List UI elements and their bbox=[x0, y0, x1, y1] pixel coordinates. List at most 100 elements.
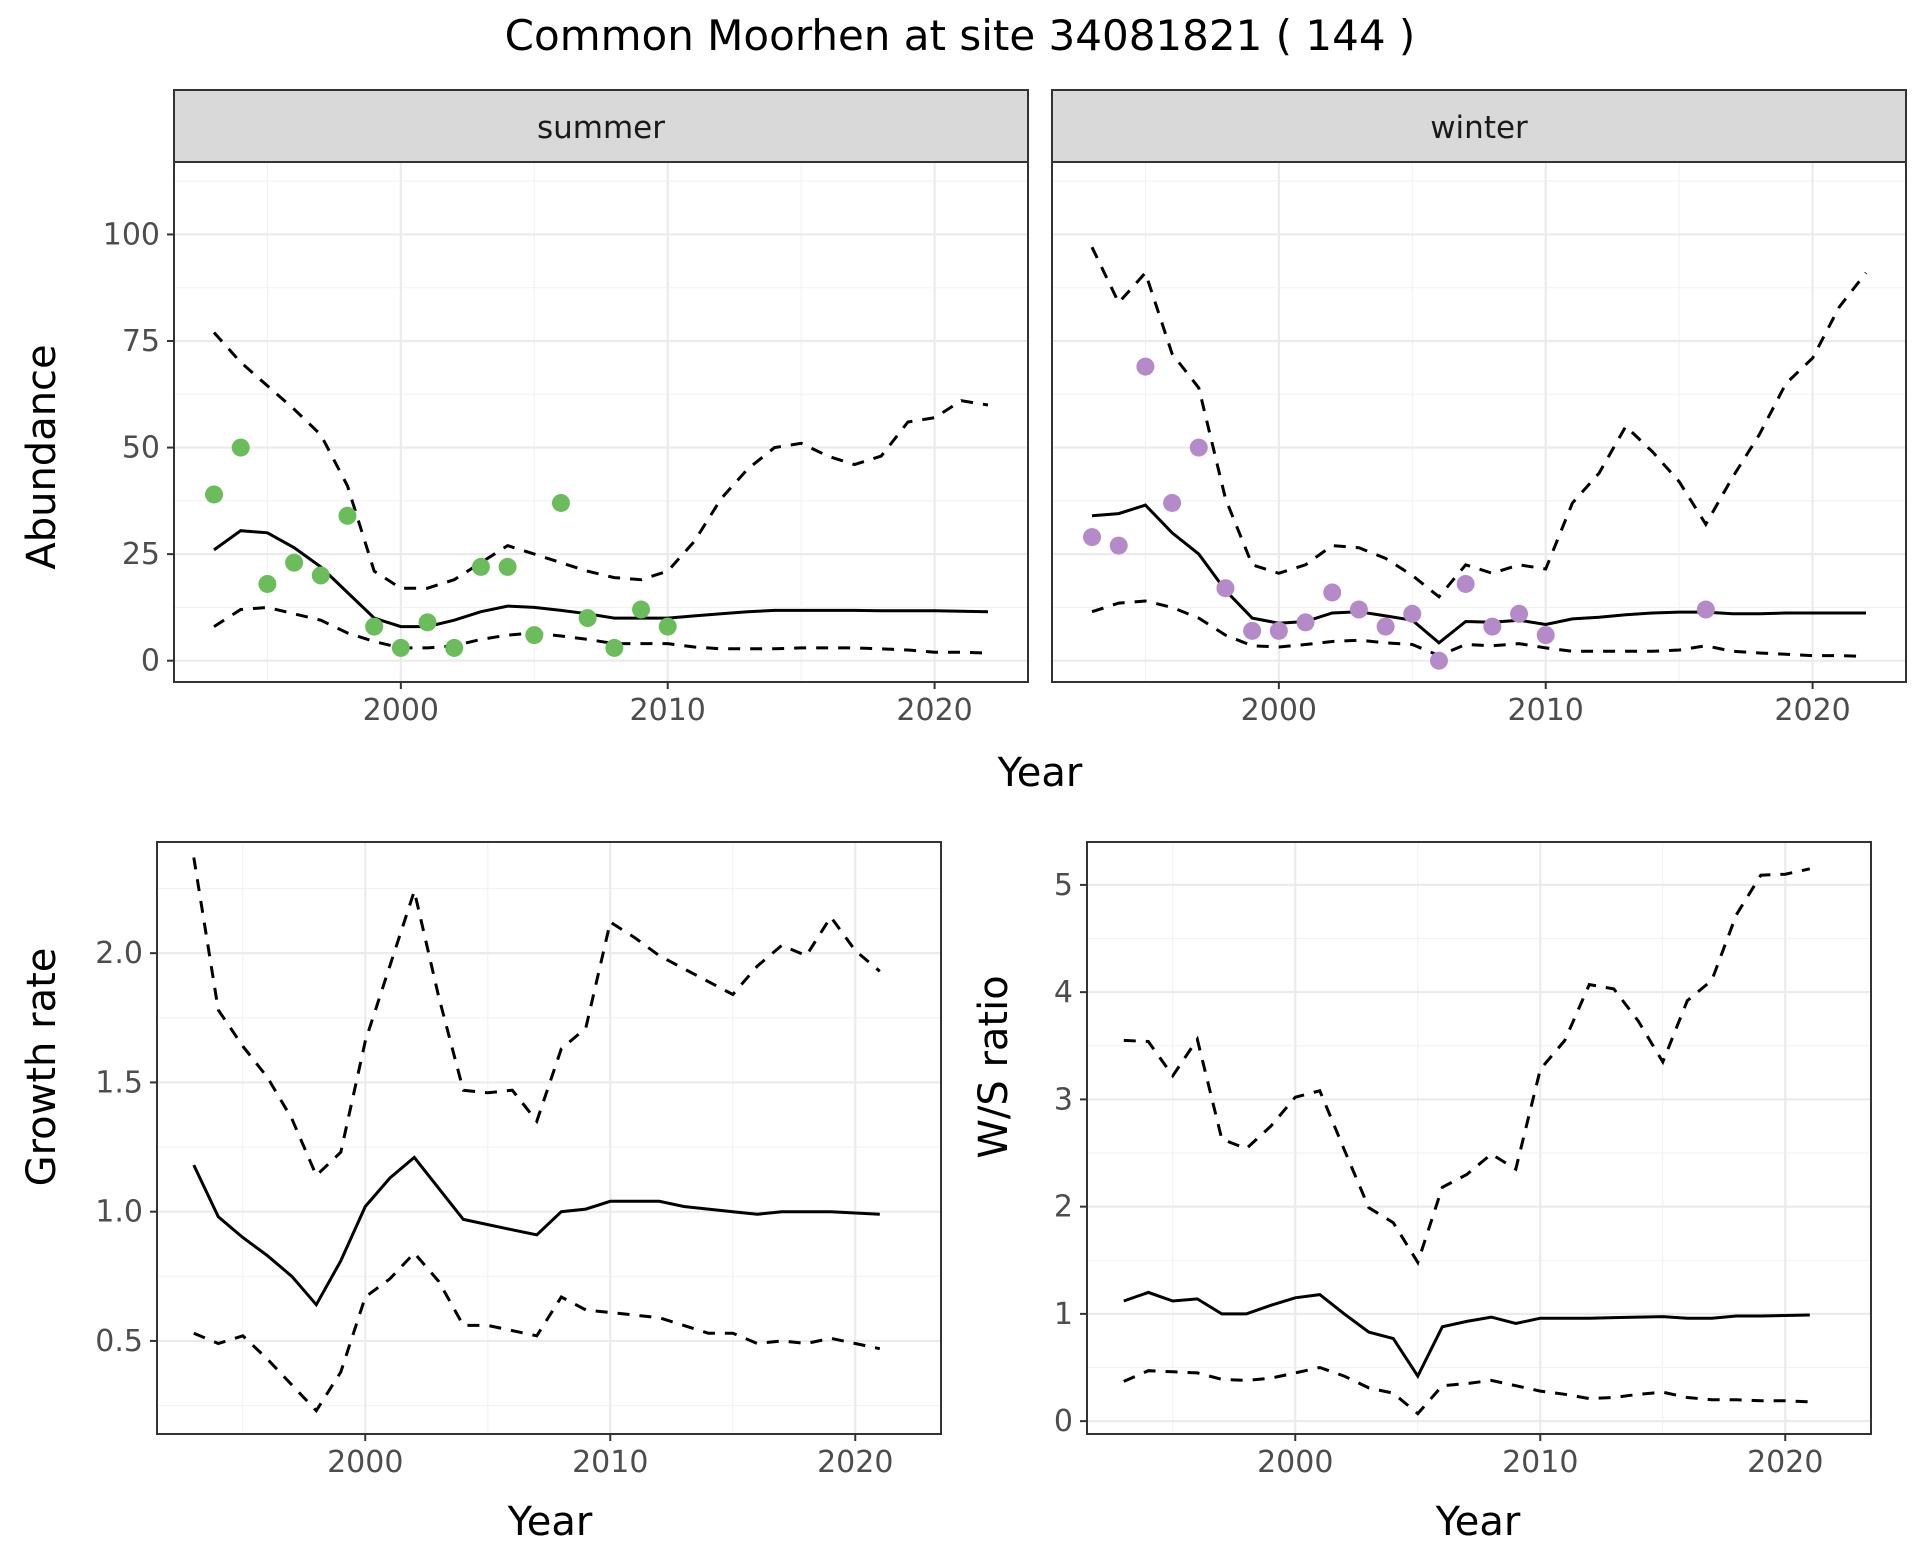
ratio-panel-background bbox=[1087, 842, 1871, 1434]
ratio-x-tick-label: 2000 bbox=[1257, 1445, 1333, 1480]
growth-lower-ci-line bbox=[193, 1250, 881, 1414]
winter-lower-ci-line bbox=[1091, 599, 1867, 658]
ratio-y-tick-label: 2 bbox=[1054, 1190, 1073, 1225]
summer-y-tick-label: 0 bbox=[141, 644, 160, 679]
winter-data-point bbox=[1510, 604, 1529, 623]
summer-data-point bbox=[445, 638, 464, 657]
summer-data-point bbox=[231, 438, 250, 457]
summer-data-point bbox=[205, 485, 224, 504]
ratio-upper-ci-line bbox=[1123, 867, 1811, 1266]
growth-y-tick-label: 0.5 bbox=[95, 1324, 143, 1359]
winter-x-tick-label: 2020 bbox=[1774, 693, 1850, 728]
summer-lower-ci-line bbox=[213, 605, 989, 655]
ws-ratio-plot: 2000 2010 2020 0 1 2 3 4 5 Year W/S ratio bbox=[971, 841, 1872, 1545]
summer-panel-border bbox=[173, 161, 1029, 683]
winter-data-point bbox=[1216, 579, 1235, 598]
summer-panel-background bbox=[174, 162, 1028, 682]
winter-data-point bbox=[1483, 617, 1502, 636]
summer-data-point bbox=[365, 617, 384, 636]
summer-data-point bbox=[498, 557, 517, 576]
growth-x-tick-label: 2020 bbox=[817, 1445, 893, 1480]
ratio-mean-line bbox=[1123, 1290, 1810, 1380]
winter-data-point bbox=[1456, 574, 1475, 593]
abundance-x-axis-title: Year bbox=[997, 750, 1083, 796]
summer-plot-area: 2000 2010 2020 0 25 50 75 100 bbox=[103, 161, 1029, 728]
figure-title: Common Moorhen at site 34081821 ( 144 ) bbox=[505, 11, 1416, 60]
ratio-y-tick-label: 4 bbox=[1054, 975, 1073, 1010]
summer-x-tick-label: 2000 bbox=[363, 693, 439, 728]
winter-x-tick-label: 2000 bbox=[1241, 693, 1317, 728]
winter-plot-area: 2000 2010 2020 bbox=[1051, 161, 1907, 728]
growth-panel-background bbox=[157, 842, 941, 1434]
winter-data-point bbox=[1189, 438, 1208, 457]
growth-upper-ci-line bbox=[192, 857, 881, 1179]
abundance-plot: summer 2000 2010 2020 0 25 50 75 100 winter 200… bbox=[19, 89, 1907, 796]
ratio-y-axis-title: W/S ratio bbox=[971, 975, 1017, 1158]
ratio-lower-ci-line bbox=[1123, 1365, 1810, 1416]
growth-x-axis-title: Year bbox=[507, 1499, 593, 1545]
winter-data-point bbox=[1296, 613, 1315, 632]
summer-data-point bbox=[632, 600, 651, 619]
summer-y-tick-label: 100 bbox=[103, 217, 160, 252]
summer-strip-label: summer bbox=[537, 110, 665, 146]
summer-upper-ci-line bbox=[212, 331, 989, 590]
summer-data-point bbox=[551, 493, 570, 512]
ratio-panel-border bbox=[1086, 841, 1872, 1435]
growth-y-tick-label: 1.0 bbox=[95, 1195, 143, 1230]
summer-data-point bbox=[525, 626, 544, 645]
summer-data-point bbox=[418, 613, 437, 632]
growth-rate-plot: 2000 2010 2020 0.5 1.0 1.5 2.0 Year Growth rat… bbox=[19, 841, 942, 1545]
growth-mean-line bbox=[192, 1155, 880, 1308]
winter-data-point bbox=[1349, 600, 1368, 619]
summer-data-point bbox=[338, 506, 357, 525]
winter-data-point bbox=[1163, 493, 1182, 512]
summer-data-point bbox=[658, 617, 677, 636]
winter-panel: winter 2000 2010 2020 bbox=[1051, 89, 1907, 728]
growth-x-tick-label: 2010 bbox=[572, 1445, 648, 1480]
winter-data-point bbox=[1136, 357, 1155, 376]
summer-y-tick-label: 25 bbox=[122, 537, 160, 572]
summer-data-point bbox=[285, 553, 304, 572]
summer-data-point bbox=[391, 638, 410, 657]
ratio-x-tick-label: 2020 bbox=[1747, 1445, 1823, 1480]
winter-data-point bbox=[1376, 617, 1395, 636]
winter-panel-background bbox=[1052, 162, 1906, 682]
winter-data-point bbox=[1429, 651, 1448, 670]
summer-data-point bbox=[578, 609, 597, 628]
summer-y-tick-label: 50 bbox=[122, 431, 160, 466]
abundance-y-axis-title: Abundance bbox=[19, 344, 65, 569]
winter-data-point bbox=[1269, 621, 1288, 640]
winter-strip bbox=[1051, 89, 1907, 163]
ratio-y-tick-label: 0 bbox=[1054, 1404, 1073, 1439]
ratio-x-axis-title: Year bbox=[1435, 1499, 1521, 1545]
winter-panel-border bbox=[1051, 161, 1907, 683]
growth-y-tick-label: 2.0 bbox=[95, 936, 143, 971]
ratio-y-tick-label: 3 bbox=[1054, 1082, 1073, 1117]
summer-strip bbox=[173, 89, 1029, 163]
summer-data-point bbox=[605, 638, 624, 657]
winter-data-point bbox=[1243, 621, 1262, 640]
winter-upper-ci-line bbox=[1090, 246, 1868, 599]
winter-data-point bbox=[1109, 536, 1128, 555]
winter-data-point bbox=[1696, 600, 1715, 619]
ratio-x-tick-label: 2010 bbox=[1502, 1445, 1578, 1480]
summer-panel: summer 2000 2010 2020 0 25 50 75 100 bbox=[103, 89, 1029, 728]
growth-x-tick-label: 2000 bbox=[327, 1445, 403, 1480]
summer-x-tick-label: 2020 bbox=[896, 693, 972, 728]
ratio-plot-area: 2000 2010 2020 0 1 2 3 4 5 bbox=[1054, 841, 1872, 1480]
ratio-y-tick-label: 1 bbox=[1054, 1297, 1073, 1332]
winter-strip-label: winter bbox=[1430, 110, 1528, 146]
winter-data-point bbox=[1403, 604, 1422, 623]
summer-data-point bbox=[258, 574, 277, 593]
summer-data-point bbox=[471, 557, 490, 576]
winter-data-point bbox=[1536, 626, 1555, 645]
summer-x-tick-label: 2010 bbox=[630, 693, 706, 728]
winter-data-point bbox=[1083, 528, 1102, 547]
growth-y-axis-title: Growth rate bbox=[19, 948, 65, 1187]
summer-mean-line bbox=[213, 529, 989, 629]
ratio-y-tick-label: 5 bbox=[1054, 868, 1073, 903]
growth-y-tick-label: 1.5 bbox=[95, 1065, 143, 1100]
growth-panel-border bbox=[156, 841, 942, 1435]
winter-x-tick-label: 2010 bbox=[1508, 693, 1584, 728]
